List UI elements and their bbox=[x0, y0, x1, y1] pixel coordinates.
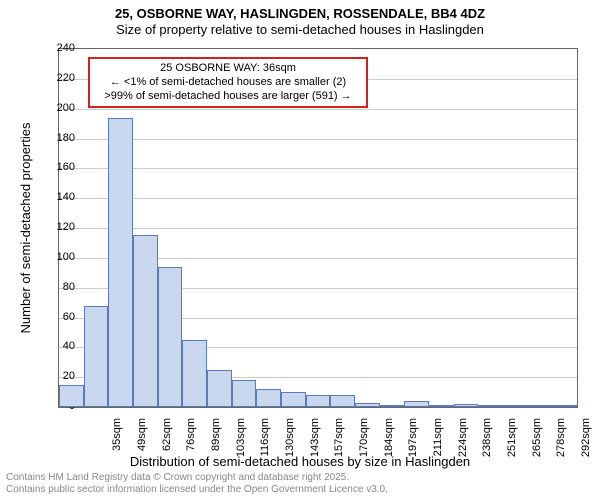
xtick-label: 49sqm bbox=[136, 418, 148, 468]
y-axis-label: Number of semi-detached properties bbox=[18, 123, 33, 334]
xtick-label: 143sqm bbox=[309, 418, 321, 468]
bar bbox=[158, 267, 183, 407]
xtick-label: 62sqm bbox=[161, 418, 173, 468]
xtick-label: 265sqm bbox=[531, 418, 543, 468]
xtick-label: 116sqm bbox=[259, 418, 271, 468]
ytick-label: 80 bbox=[35, 282, 75, 292]
xtick-label: 157sqm bbox=[333, 418, 345, 468]
xtick-label: 278sqm bbox=[555, 418, 567, 468]
xtick-label: 103sqm bbox=[235, 418, 247, 468]
ytick-label: 120 bbox=[35, 222, 75, 232]
xtick-label: 35sqm bbox=[111, 418, 123, 468]
xtick-label: 170sqm bbox=[358, 418, 370, 468]
chart-container: 25, OSBORNE WAY, HASLINGDEN, ROSSENDALE,… bbox=[0, 0, 600, 500]
xtick-label: 197sqm bbox=[407, 418, 419, 468]
bar bbox=[306, 395, 331, 407]
bar bbox=[281, 392, 306, 407]
bar bbox=[108, 118, 133, 407]
bar bbox=[454, 404, 479, 407]
bar bbox=[429, 405, 454, 407]
ytick-label: 160 bbox=[35, 162, 75, 172]
bar bbox=[355, 403, 380, 407]
bar bbox=[84, 306, 109, 407]
ytick-label: 60 bbox=[35, 312, 75, 322]
bar bbox=[330, 395, 355, 407]
xtick-label: 130sqm bbox=[284, 418, 296, 468]
bar bbox=[207, 370, 232, 407]
bar bbox=[380, 405, 405, 407]
xtick-label: 251sqm bbox=[506, 418, 518, 468]
xtick-label: 224sqm bbox=[457, 418, 469, 468]
ytick-label: 240 bbox=[35, 43, 75, 53]
annotation-box: 25 OSBORNE WAY: 36sqm ← <1% of semi-deta… bbox=[88, 57, 368, 108]
annotation-line1: 25 OSBORNE WAY: 36sqm bbox=[96, 62, 360, 76]
footer-line2: Contains public sector information licen… bbox=[6, 484, 388, 496]
ytick-label: 220 bbox=[35, 73, 75, 83]
footer-line1: Contains HM Land Registry data © Crown c… bbox=[6, 472, 388, 484]
xtick-label: 292sqm bbox=[580, 418, 592, 468]
gridline bbox=[59, 168, 577, 169]
gridline bbox=[59, 228, 577, 229]
title-line2: Size of property relative to semi-detach… bbox=[0, 22, 600, 38]
bar bbox=[478, 405, 503, 407]
bar bbox=[528, 405, 553, 407]
ytick-label: 180 bbox=[35, 133, 75, 143]
ytick-label: 200 bbox=[35, 103, 75, 113]
gridline bbox=[59, 198, 577, 199]
annotation-line2: ← <1% of semi-detached houses are smalle… bbox=[96, 76, 360, 90]
bar bbox=[552, 405, 577, 407]
ytick-label: 140 bbox=[35, 192, 75, 202]
footer: Contains HM Land Registry data © Crown c… bbox=[6, 472, 388, 496]
bar bbox=[232, 380, 257, 407]
title-block: 25, OSBORNE WAY, HASLINGDEN, ROSSENDALE,… bbox=[0, 6, 600, 37]
bar bbox=[133, 235, 158, 407]
bar bbox=[59, 385, 84, 407]
xtick-label: 76sqm bbox=[185, 418, 197, 468]
bar bbox=[182, 340, 207, 407]
xtick-label: 238sqm bbox=[481, 418, 493, 468]
xtick-label: 184sqm bbox=[383, 418, 395, 468]
ytick-label: 20 bbox=[35, 371, 75, 381]
ytick-label: 40 bbox=[35, 341, 75, 351]
bar bbox=[404, 401, 429, 407]
bar bbox=[256, 389, 281, 407]
xtick-label: 89sqm bbox=[210, 418, 222, 468]
annotation-line3: >99% of semi-detached houses are larger … bbox=[96, 90, 360, 104]
gridline bbox=[59, 109, 577, 110]
xtick-label: 211sqm bbox=[432, 418, 444, 468]
ytick-label: 100 bbox=[35, 252, 75, 262]
title-line1: 25, OSBORNE WAY, HASLINGDEN, ROSSENDALE,… bbox=[0, 6, 600, 22]
gridline bbox=[59, 139, 577, 140]
bar bbox=[503, 405, 528, 407]
